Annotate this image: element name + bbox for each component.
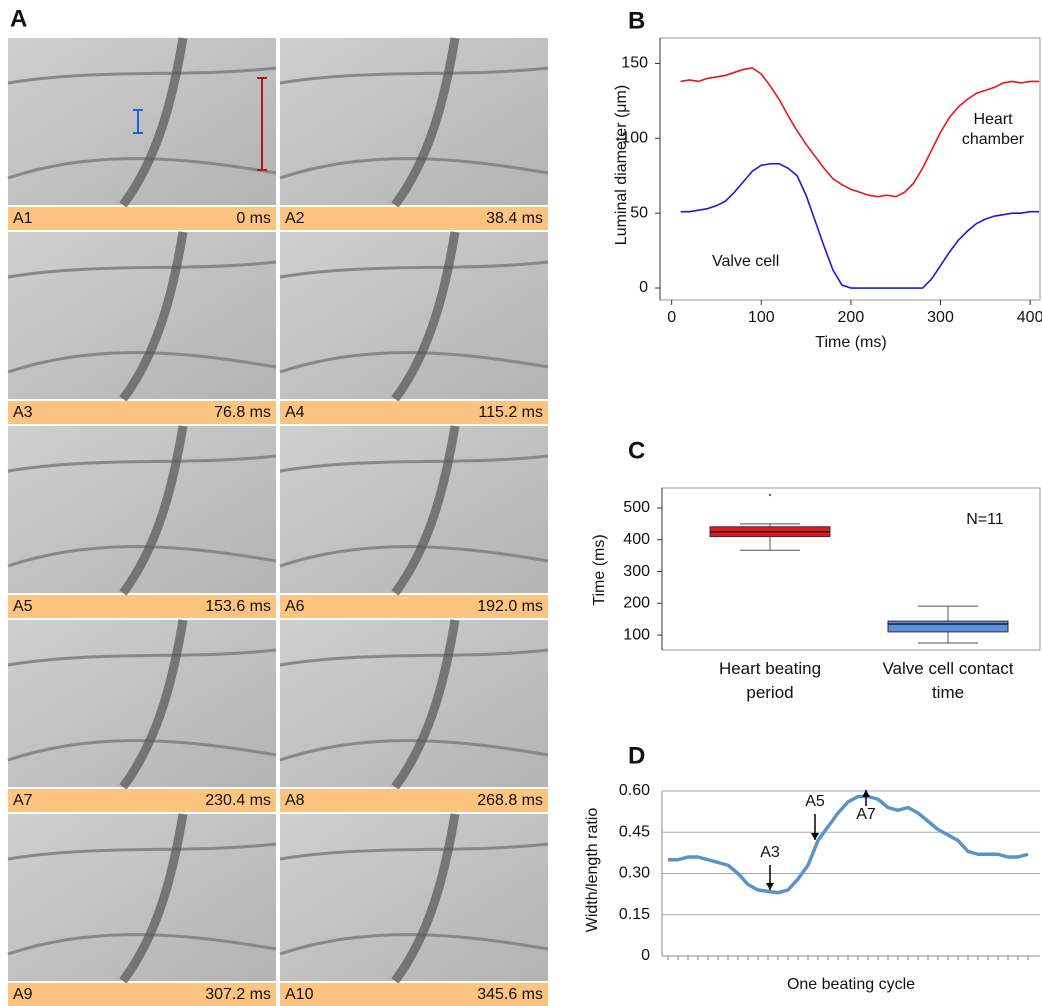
y-tick-label: 0.60 — [619, 782, 650, 799]
annotation: N=11 — [966, 511, 1004, 528]
y-tick-label: 0.45 — [619, 823, 650, 840]
annotation: A3 — [760, 844, 780, 861]
y-tick-label: 0 — [641, 947, 650, 964]
y-tick-label: 50 — [630, 204, 648, 221]
frame-label: A2 — [285, 210, 305, 227]
frame-label: A4 — [285, 404, 305, 421]
annotation: A7 — [856, 806, 876, 823]
y-axis-label: Width/length ratio — [584, 808, 601, 933]
frame-label: A8 — [285, 792, 305, 809]
x-tick-label: 0 — [667, 309, 676, 326]
series-annotation: Heart chamber — [948, 110, 1038, 150]
y-axis-label: Time (ms) — [591, 534, 608, 605]
frame-time: 230.4 ms — [205, 792, 271, 809]
frame-time: 153.6 ms — [205, 598, 271, 615]
frame-time: 192.0 ms — [477, 598, 543, 615]
frame-time: 268.8 ms — [477, 792, 543, 809]
frame-time: 115.2 ms — [478, 404, 543, 421]
y-axis-label: Luminal diameter (μm) — [613, 85, 630, 245]
frame-label: A3 — [13, 404, 33, 421]
y-tick-label: 0 — [639, 279, 648, 296]
y-tick-label: 0.15 — [619, 906, 650, 923]
x-tick-label: 400 — [1017, 309, 1042, 326]
arrow-head — [766, 883, 774, 890]
panel-label: C — [628, 437, 645, 464]
panel-label: A — [10, 5, 27, 32]
x-tick-label: Heart beating period — [695, 657, 845, 705]
y-tick-label: 0.30 — [619, 865, 650, 882]
y-tick-label: 150 — [621, 55, 648, 72]
box — [888, 621, 1008, 632]
frame-time: 38.4 ms — [486, 210, 543, 227]
series-annotation: Valve cell — [712, 252, 832, 272]
x-axis-label: One beating cycle — [787, 976, 915, 993]
frame-time: 345.6 ms — [477, 986, 543, 1003]
frame-label: A7 — [13, 792, 33, 809]
panel-label: D — [628, 742, 645, 769]
frame-label: A1 — [13, 210, 33, 227]
figure-canvas: A A1 0 ms A2 38.4 ms A3 76.8 ms A4 115.2 ms A5 153… — [0, 0, 1042, 1006]
x-tick-label: Valve cell contact time — [873, 657, 1023, 705]
frame-time: 307.2 ms — [205, 986, 271, 1003]
x-tick-label: 300 — [927, 309, 954, 326]
series-line — [668, 797, 1028, 893]
outlier — [769, 494, 771, 496]
annotation: A5 — [805, 793, 825, 810]
frame-time: 76.8 ms — [214, 404, 271, 421]
x-tick-label: 100 — [748, 309, 775, 326]
y-tick-label: 100 — [623, 626, 650, 643]
frame-label: A5 — [13, 598, 33, 615]
x-axis-label: Time (ms) — [815, 334, 886, 351]
frame-time: 0 ms — [236, 210, 271, 227]
frame-label: A10 — [285, 986, 314, 1003]
y-tick-label: 300 — [623, 563, 650, 580]
y-tick-label: 400 — [623, 531, 650, 548]
figure: A A1 0 ms A2 38.4 ms A3 76.8 ms A4 115.2 ms A5 153… — [0, 0, 1042, 1006]
y-tick-label: 500 — [623, 499, 650, 516]
x-tick-label: 200 — [838, 309, 865, 326]
frame-label: A9 — [13, 986, 33, 1003]
panel-label: B — [628, 7, 645, 34]
y-tick-label: 200 — [623, 595, 650, 612]
frame-label: A6 — [285, 598, 305, 615]
